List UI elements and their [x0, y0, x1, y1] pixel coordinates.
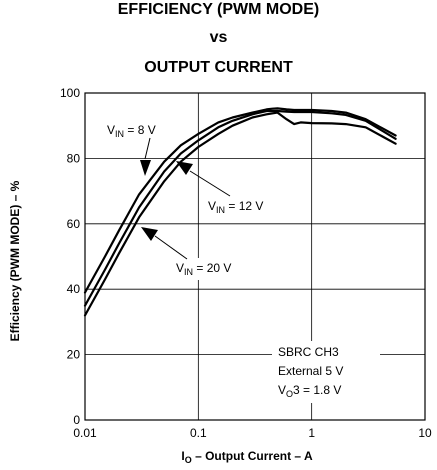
series-label-bg-8v: [104, 118, 176, 138]
series-line-2: [83, 111, 397, 317]
series-label-20v: VIN = 20 V: [176, 261, 231, 277]
x-tick-label-1: 0.1: [190, 426, 207, 440]
y-tick-label-20: 20: [67, 348, 81, 362]
series-pointer-8v: [140, 137, 151, 176]
x-axis-label: IO – Output Current – A: [181, 449, 313, 465]
series-label-bg-20v: [173, 258, 255, 280]
plot-frame: [84, 92, 426, 421]
y-axis-label: Efficiency (PWM MODE) – %: [8, 180, 22, 341]
series-line-0: [83, 107, 397, 294]
x-axis-label-symbol: I: [181, 449, 184, 463]
y-tick-label-60: 60: [67, 217, 81, 231]
x-tick-label-3: 10: [418, 426, 432, 440]
y-tick-label-80: 80: [67, 151, 81, 165]
x-axis-label-text: – Output Current – A: [192, 449, 313, 463]
y-tick-label-100: 100: [60, 86, 80, 100]
chart-title-line-3: OUTPUT CURRENT: [144, 59, 293, 76]
x-tick-label-2: 1: [308, 426, 315, 440]
series-line-1: [83, 109, 397, 307]
series-label-bg-12v: [205, 194, 287, 216]
annotation-vo3: VO3 = 1.8 V: [278, 383, 341, 399]
axis-ticks: 0 20 40 60 80 100 0.01 0.1 1 10: [60, 86, 432, 440]
chart-title-line-2: vs: [209, 29, 228, 46]
annotation-bg: [272, 341, 380, 403]
series-label-12v: VIN = 12 V: [208, 199, 263, 215]
y-tick-label-40: 40: [67, 282, 81, 296]
x-tick-label-0: 0.01: [73, 426, 97, 440]
annotation-sbrc-ch3: SBRC CH3: [278, 345, 339, 359]
chart-title-line-1: EFFICIENCY (PWM MODE): [117, 1, 320, 18]
series-pointer-12v: [176, 161, 231, 197]
x-axis-label-subscript: O: [185, 455, 192, 465]
series-label-8v: VIN = 8 V: [107, 123, 156, 139]
series-pointer-20v: [141, 227, 188, 260]
annotation-external-5v: External 5 V: [278, 364, 343, 378]
series-lines: [83, 107, 397, 317]
y-tick-label-0: 0: [73, 413, 80, 427]
